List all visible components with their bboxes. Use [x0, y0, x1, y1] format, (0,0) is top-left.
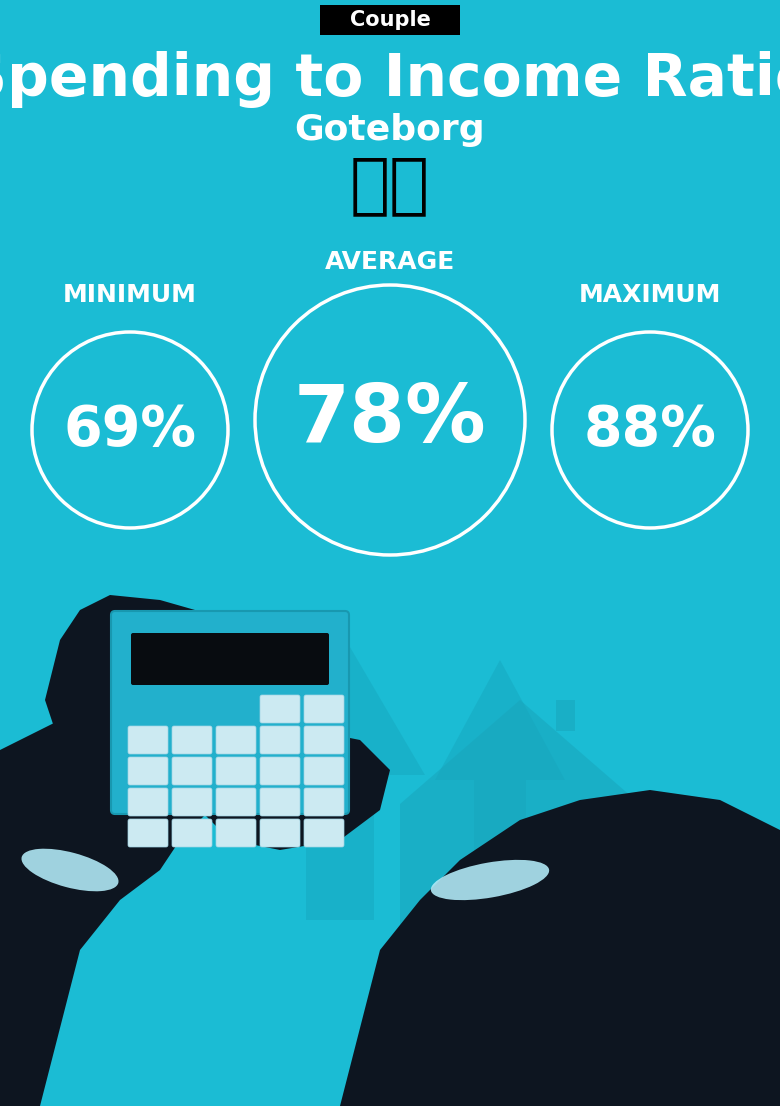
FancyBboxPatch shape — [260, 757, 300, 785]
Text: $: $ — [675, 973, 696, 1002]
FancyBboxPatch shape — [216, 726, 256, 754]
Text: $: $ — [588, 956, 602, 974]
Bar — [585, 895, 605, 915]
FancyBboxPatch shape — [172, 820, 212, 847]
Bar — [582, 1011, 678, 1015]
FancyBboxPatch shape — [172, 787, 212, 816]
Text: 🇸🇪: 🇸🇪 — [350, 152, 430, 218]
FancyBboxPatch shape — [260, 695, 300, 723]
Polygon shape — [45, 595, 270, 770]
FancyBboxPatch shape — [111, 611, 349, 814]
FancyBboxPatch shape — [172, 757, 212, 785]
FancyBboxPatch shape — [304, 726, 344, 754]
FancyBboxPatch shape — [128, 757, 168, 785]
FancyBboxPatch shape — [216, 820, 256, 847]
Bar — [582, 1006, 678, 1010]
FancyBboxPatch shape — [260, 820, 300, 847]
Polygon shape — [255, 630, 425, 920]
FancyBboxPatch shape — [216, 757, 256, 785]
FancyBboxPatch shape — [304, 695, 344, 723]
Text: Couple: Couple — [349, 10, 431, 30]
Bar — [498, 898, 541, 960]
FancyBboxPatch shape — [131, 633, 329, 685]
FancyBboxPatch shape — [128, 820, 168, 847]
Text: MINIMUM: MINIMUM — [63, 283, 197, 307]
Text: MAXIMUM: MAXIMUM — [579, 283, 722, 307]
Text: 69%: 69% — [63, 403, 197, 457]
FancyBboxPatch shape — [128, 726, 168, 754]
Ellipse shape — [640, 928, 730, 1033]
Text: Spending to Income Ratio: Spending to Income Ratio — [0, 52, 780, 108]
Text: AVERAGE: AVERAGE — [325, 250, 455, 274]
Bar — [582, 1016, 678, 1020]
Polygon shape — [400, 700, 640, 804]
Ellipse shape — [565, 925, 625, 995]
Polygon shape — [200, 730, 390, 851]
Polygon shape — [340, 790, 780, 1106]
Bar — [672, 893, 698, 918]
FancyBboxPatch shape — [304, 820, 344, 847]
Text: Goteborg: Goteborg — [295, 113, 485, 147]
FancyBboxPatch shape — [304, 757, 344, 785]
Bar — [400, 804, 640, 960]
Polygon shape — [435, 660, 565, 900]
FancyBboxPatch shape — [260, 726, 300, 754]
Polygon shape — [0, 700, 230, 1106]
FancyBboxPatch shape — [260, 787, 300, 816]
FancyBboxPatch shape — [128, 787, 168, 816]
FancyBboxPatch shape — [320, 6, 460, 35]
Bar — [556, 700, 575, 731]
FancyBboxPatch shape — [172, 726, 212, 754]
Ellipse shape — [22, 848, 119, 891]
FancyBboxPatch shape — [216, 787, 256, 816]
Ellipse shape — [431, 859, 549, 900]
Text: 78%: 78% — [294, 380, 486, 459]
Text: 88%: 88% — [583, 403, 717, 457]
FancyBboxPatch shape — [304, 787, 344, 816]
Bar — [580, 1000, 680, 1020]
Bar — [582, 1001, 678, 1005]
